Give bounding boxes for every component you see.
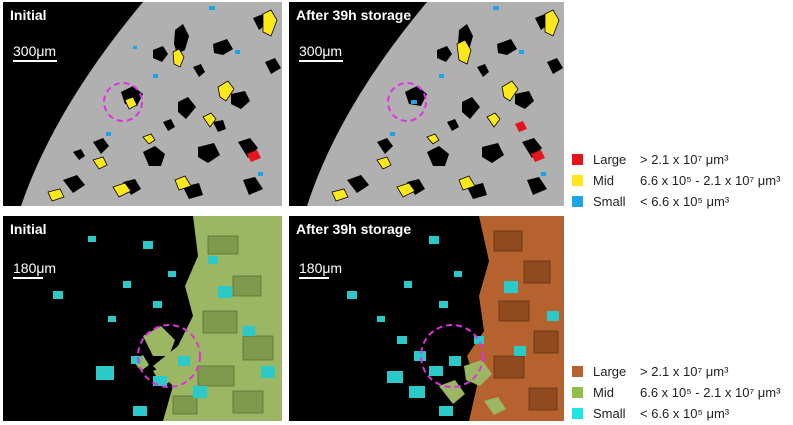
legend-name: Mid <box>593 173 614 188</box>
legend-range: < 6.6 x 10⁵ μm³ <box>640 194 730 209</box>
legend-swatch <box>572 154 583 165</box>
legend-swatch <box>572 387 583 398</box>
legend-name: Small <box>593 194 626 209</box>
scale-bar: 300μm <box>13 43 57 62</box>
legend-range: < 6.6 x 10⁵ μm³ <box>640 406 730 421</box>
legend-range: 6.6 x 10⁵ - 2.1 x 10⁷ μm³ <box>640 385 781 400</box>
scale-label: 300μm <box>13 43 57 59</box>
panel-title: Initial <box>10 221 47 237</box>
legend-name: Large <box>593 364 627 379</box>
slice-image-initial <box>21 2 282 206</box>
scale-label: 180μm <box>13 260 57 276</box>
legend-name: Small <box>593 406 626 421</box>
panel-title: After 39h storage <box>296 7 412 23</box>
legend-swatch <box>572 175 583 186</box>
scale-bar: 180μm <box>299 260 342 279</box>
panel-top-right: After 39h storage 300μm <box>289 2 564 206</box>
scale-bar: 300μm <box>299 43 343 62</box>
panel-title: After 39h storage <box>296 221 412 237</box>
legend-swatch <box>572 196 583 207</box>
panel-bottom-left: Initial 180μm <box>3 216 282 421</box>
scale-line <box>299 60 343 62</box>
scale-line <box>299 277 329 279</box>
scale-bar: 180μm <box>13 260 56 279</box>
panel-title: Initial <box>10 7 47 23</box>
legend-swatch <box>572 366 583 377</box>
legend-range: 6.6 x 10⁵ - 2.1 x 10⁷ μm³ <box>640 173 781 188</box>
scale-line <box>13 277 43 279</box>
legend-range: > 2.1 x 10⁷ μm³ <box>640 152 729 167</box>
legend-range: > 2.1 x 10⁷ μm³ <box>640 364 729 379</box>
legend-name: Large <box>593 152 627 167</box>
render-image-initial <box>53 216 282 421</box>
legend-swatch <box>572 408 583 419</box>
slice-image-after <box>307 2 564 206</box>
panel-top-left: Initial 300μm <box>3 2 282 206</box>
scale-line <box>13 60 57 62</box>
scale-label: 180μm <box>299 260 343 276</box>
render-image-after <box>347 216 564 421</box>
panel-bottom-right: After 39h storage 180μm <box>289 216 564 421</box>
scale-label: 300μm <box>299 43 343 59</box>
legend-name: Mid <box>593 385 614 400</box>
